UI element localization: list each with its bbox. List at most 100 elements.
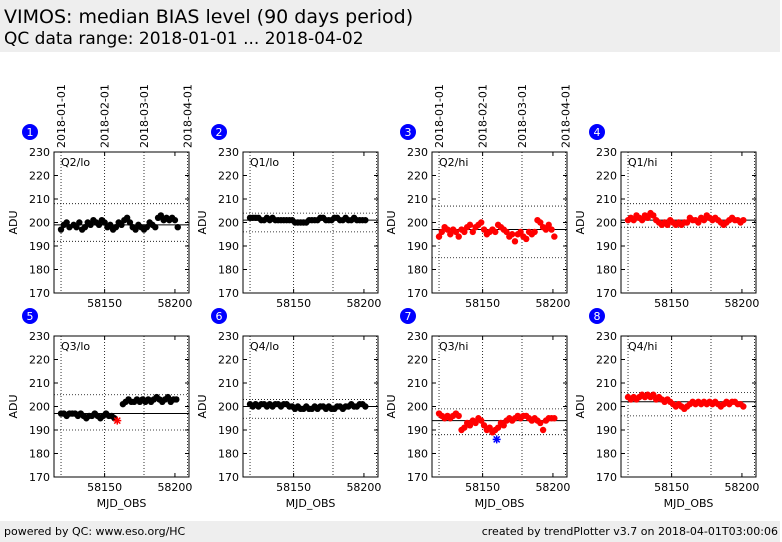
data-point bbox=[466, 221, 474, 229]
y-axis-label: ADU bbox=[7, 394, 20, 418]
outlier-marker bbox=[492, 435, 501, 444]
data-point bbox=[81, 224, 89, 231]
panel-label: Q4/lo bbox=[250, 340, 279, 353]
panel-2: 170 180 190 200 210 220 230 58150 58200 ADU Q1/lo 2 bbox=[196, 124, 381, 310]
data-point bbox=[461, 424, 468, 431]
panel-label: Q2/lo bbox=[61, 156, 90, 169]
data-point bbox=[87, 221, 94, 229]
data-point bbox=[107, 221, 114, 229]
y-tick-label: 180 bbox=[29, 448, 50, 461]
panel-badge bbox=[400, 124, 416, 140]
y-tick-label: 220 bbox=[596, 354, 617, 367]
panel-badge-number: 8 bbox=[594, 310, 601, 323]
data-point bbox=[362, 403, 369, 410]
x-axis-label: MJD_OBS bbox=[664, 497, 714, 510]
panel-7: 170 180 190 200 210 220 230 58150 58200 ADU MJD_OB… bbox=[385, 308, 570, 510]
data-point bbox=[438, 228, 446, 236]
data-point bbox=[511, 238, 519, 245]
data-point bbox=[461, 228, 468, 236]
y-tick-label: 200 bbox=[596, 217, 617, 230]
data-point bbox=[157, 212, 165, 219]
y-axis-label: ADU bbox=[574, 210, 587, 234]
data-point bbox=[480, 422, 488, 429]
date-label: 2018-03-01 bbox=[138, 84, 151, 148]
y-tick-label: 230 bbox=[407, 330, 428, 343]
data-point bbox=[683, 219, 691, 226]
x-tick-label: 58200 bbox=[346, 297, 381, 310]
y-tick-label: 200 bbox=[29, 217, 50, 230]
y-tick-label: 170 bbox=[29, 287, 50, 300]
y-tick-label: 230 bbox=[218, 330, 239, 343]
panel-4: 170 180 190 200 210 220 230 58150 58200 ADU Q1/hi 4 bbox=[574, 124, 759, 310]
x-tick-label: 58200 bbox=[724, 481, 759, 494]
date-label: 2018-01-01 bbox=[55, 84, 68, 148]
y-tick-label: 220 bbox=[596, 170, 617, 183]
header-bar: VIMOS: median BIAS level (90 days period… bbox=[0, 0, 780, 52]
x-tick-label: 58150 bbox=[465, 481, 500, 494]
data-point bbox=[638, 216, 646, 224]
y-tick-label: 190 bbox=[407, 424, 428, 437]
data-point bbox=[362, 216, 369, 224]
data-point bbox=[455, 233, 462, 240]
footer-generator: created by trendPlotter v3.7 on 2018-04-… bbox=[481, 525, 778, 538]
data-point bbox=[531, 228, 538, 236]
data-point bbox=[551, 233, 558, 240]
x-tick-label: 58150 bbox=[654, 297, 689, 310]
y-tick-label: 210 bbox=[218, 193, 239, 206]
data-point bbox=[466, 422, 474, 429]
x-axis-label: MJD_OBS bbox=[97, 497, 147, 510]
y-tick-label: 200 bbox=[218, 401, 239, 414]
y-tick-label: 210 bbox=[29, 193, 50, 206]
panel-badge-number: 1 bbox=[27, 126, 34, 139]
data-point bbox=[164, 393, 172, 401]
y-tick-label: 170 bbox=[407, 471, 428, 484]
panel-8: 170 180 190 200 210 220 230 58150 58200 ADU MJD_OB… bbox=[574, 308, 759, 510]
data-point bbox=[545, 221, 552, 229]
y-axis-label: ADU bbox=[7, 210, 20, 234]
data-point bbox=[551, 415, 558, 422]
x-tick-label: 58200 bbox=[724, 297, 759, 310]
data-point bbox=[523, 235, 530, 243]
data-point bbox=[447, 231, 454, 238]
panel-badge-number: 3 bbox=[405, 126, 412, 139]
date-label: 2018-04-01 bbox=[560, 84, 573, 148]
x-axis-label: MJD_OBS bbox=[286, 497, 336, 510]
y-tick-label: 170 bbox=[218, 287, 239, 300]
data-point bbox=[650, 212, 657, 219]
y-tick-label: 220 bbox=[407, 170, 428, 183]
y-tick-label: 190 bbox=[596, 424, 617, 437]
panel-badge-number: 7 bbox=[405, 310, 412, 323]
y-tick-label: 220 bbox=[29, 354, 50, 367]
panel-badge bbox=[22, 124, 38, 140]
x-tick-label: 58150 bbox=[465, 297, 500, 310]
data-point bbox=[455, 412, 462, 420]
y-tick-label: 210 bbox=[596, 377, 617, 390]
data-point bbox=[492, 228, 499, 236]
data-point bbox=[152, 224, 159, 231]
x-tick-label: 58150 bbox=[654, 481, 689, 494]
panel-badge bbox=[589, 124, 605, 140]
data-point bbox=[63, 219, 70, 226]
x-tick-label: 58200 bbox=[157, 481, 192, 494]
y-tick-label: 220 bbox=[407, 354, 428, 367]
y-tick-label: 210 bbox=[29, 377, 50, 390]
panel-badge bbox=[400, 308, 416, 324]
data-point bbox=[76, 219, 83, 226]
data-point bbox=[174, 224, 181, 231]
data-point bbox=[664, 221, 671, 229]
data-point bbox=[644, 214, 651, 221]
data-point bbox=[95, 221, 103, 229]
y-tick-label: 180 bbox=[29, 264, 50, 277]
outlier-stroke bbox=[493, 435, 501, 443]
y-tick-label: 170 bbox=[29, 471, 50, 484]
y-tick-label: 180 bbox=[218, 448, 239, 461]
y-tick-label: 210 bbox=[407, 193, 428, 206]
x-tick-label: 58150 bbox=[276, 297, 311, 310]
y-axis-label: ADU bbox=[574, 394, 587, 418]
footer-bar: powered by QC: www.eso.org/HC created by… bbox=[0, 521, 780, 542]
y-tick-label: 230 bbox=[218, 146, 239, 159]
data-point bbox=[740, 216, 747, 224]
x-tick-label: 58200 bbox=[157, 297, 192, 310]
data-point bbox=[126, 219, 134, 226]
data-point bbox=[539, 426, 547, 434]
